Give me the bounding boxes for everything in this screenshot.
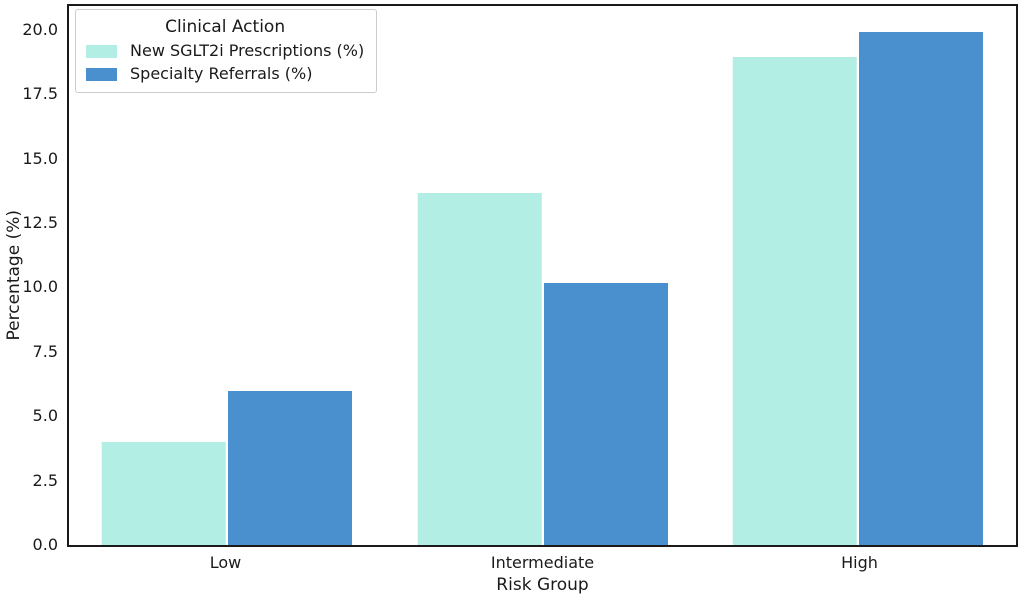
legend: Clinical Action New SGLT2i Prescriptions… (75, 9, 378, 93)
legend-item-label: Specialty Referrals (%) (130, 64, 313, 84)
x-tick-label-low: Low (209, 553, 242, 572)
bar-low-referrals (227, 391, 353, 545)
legend-title: Clinical Action (165, 17, 286, 37)
legend-item-label: New SGLT2i Prescriptions (%) (130, 41, 365, 60)
y-tick-label: 17.5 (22, 84, 58, 104)
y-axis-ticks: 0.0 2.5 5.0 7.5 10.0 12.5 15.0 17.5 20.0 (0, 4, 58, 552)
bar-intermediate-referrals (543, 283, 668, 545)
bars-layer (69, 6, 1016, 545)
y-tick-label: 5.0 (32, 406, 58, 426)
bar-low-sglt2i (101, 442, 226, 545)
y-tick-label: 7.5 (32, 341, 58, 361)
y-tick-label: 15.0 (22, 148, 58, 168)
legend-items: New SGLT2i Prescriptions (%) Specialty Re… (86, 41, 365, 84)
legend-swatch-icon (86, 68, 117, 82)
bar-intermediate-sglt2i (417, 193, 542, 545)
x-axis-label: Risk Group (496, 575, 589, 595)
y-tick-label: 10.0 (22, 277, 58, 297)
x-axis-ticks: Low Intermediate High (67, 555, 1018, 575)
y-tick-label: 0.0 (32, 535, 58, 554)
y-tick-label: 20.0 (22, 19, 58, 39)
legend-item-0: New SGLT2i Prescriptions (%) (86, 41, 365, 60)
y-tick-label: 2.5 (32, 470, 58, 490)
legend-swatch-icon (86, 44, 117, 58)
bar-high-sglt2i (732, 57, 858, 545)
bar-high-referrals (859, 31, 984, 545)
x-tick-label-intermediate: Intermediate (490, 553, 595, 572)
y-tick-label: 12.5 (22, 212, 58, 232)
x-tick-label-high: High (841, 553, 878, 572)
plot-area: Clinical Action New SGLT2i Prescriptions… (67, 4, 1018, 547)
legend-item-1: Specialty Referrals (%) (86, 64, 364, 84)
